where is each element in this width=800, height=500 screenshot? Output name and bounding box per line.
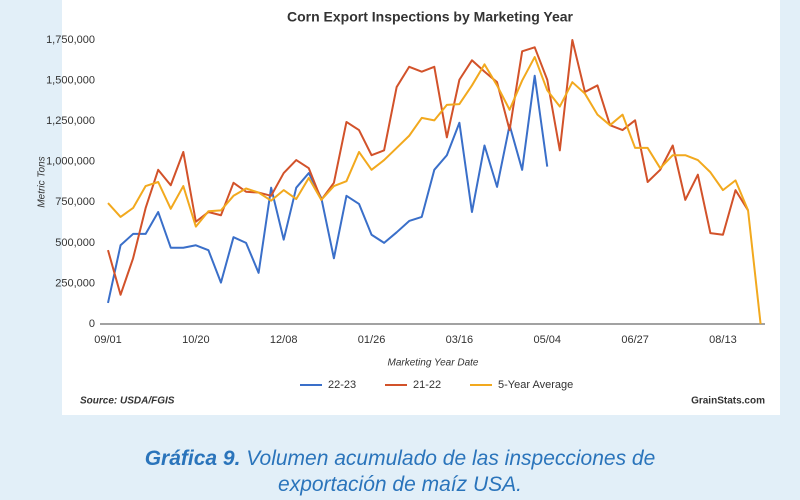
x-tick-label: 06/27	[621, 334, 649, 346]
x-tick-label: 10/20	[182, 334, 210, 346]
x-tick-label: 09/01	[94, 334, 122, 346]
line-series	[107, 56, 762, 325]
chart: Corn Export Inspections by Marketing Yea…	[37, 9, 765, 407]
y-tick-label: 1,500,000	[46, 74, 95, 86]
x-tick-label: 05/04	[533, 334, 561, 346]
legend-label: 5-Year Average	[498, 379, 573, 391]
x-tick-label: 03/16	[446, 334, 474, 346]
y-tick-label: 750,000	[55, 196, 95, 208]
chart-panel	[62, 0, 780, 415]
y-tick-label: 1,250,000	[46, 115, 95, 127]
caption-label: Gráfica 9.	[144, 447, 241, 470]
legend-label: 21-22	[413, 379, 441, 391]
credit: GrainStats.com	[691, 396, 765, 407]
y-tick-label: 1,000,000	[46, 156, 95, 168]
source: Source: USDA/FGIS	[80, 396, 175, 407]
line-series	[107, 74, 549, 304]
y-axis-label: Metric Tons	[37, 156, 48, 207]
caption-text: Volumen acumulado de las inspecciones de…	[246, 447, 656, 496]
chart-title: Corn Export Inspections by Marketing Yea…	[287, 9, 574, 25]
y-tick-label: 250,000	[55, 277, 95, 289]
caption: Gráfica 9. Volumen acumulado de las insp…	[120, 446, 680, 498]
y-tick-label: 1,750,000	[46, 34, 95, 46]
x-tick-label: 08/13	[709, 334, 737, 346]
y-tick-label: 500,000	[55, 237, 95, 249]
x-tick-label: 01/26	[358, 334, 386, 346]
x-tick-label: 12/08	[270, 334, 298, 346]
legend-label: 22-23	[328, 379, 356, 391]
y-tick-label: 0	[89, 318, 95, 330]
x-axis-label: Marketing Year Date	[388, 358, 479, 369]
line-series	[107, 39, 749, 296]
